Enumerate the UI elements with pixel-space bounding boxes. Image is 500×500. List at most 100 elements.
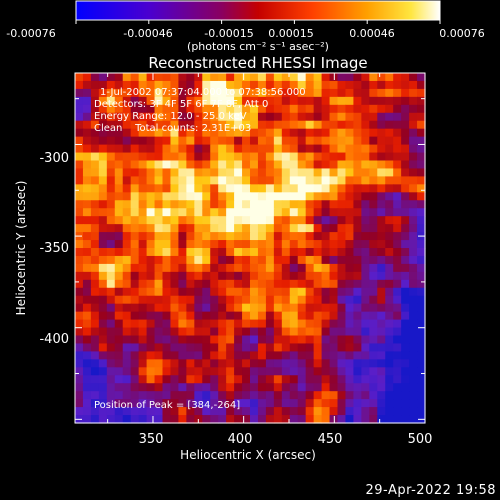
heatmap-cell (345, 335, 354, 345)
heatmap-cell (210, 128, 219, 138)
heatmap-cell (82, 73, 92, 82)
heatmap-cell (281, 152, 291, 162)
heatmap-cell (154, 359, 164, 368)
heatmap-cell (138, 144, 148, 154)
heatmap-cell (242, 184, 251, 193)
heatmap-cell (417, 136, 426, 146)
heatmap-cell (337, 128, 347, 138)
heatmap-cell (186, 295, 195, 305)
heatmap-cell (90, 263, 100, 273)
heatmap-cell (257, 407, 267, 416)
heatmap-cell (297, 335, 307, 345)
heatmap-cell (353, 136, 362, 146)
heatmap-cell (250, 383, 259, 392)
heatmap-cell (361, 375, 370, 384)
heatmap-cell (138, 279, 148, 289)
heatmap-cell (353, 216, 362, 225)
heatmap-cell (218, 224, 227, 233)
heatmap-cell (234, 248, 243, 257)
heatmap-cell (98, 120, 108, 130)
heatmap-cell (313, 152, 323, 162)
heatmap-cell (361, 104, 370, 114)
heatmap-cell (98, 415, 108, 424)
heatmap-cell (321, 224, 331, 233)
heatmap-cell (369, 112, 378, 122)
heatmap-cell (186, 120, 195, 130)
heatmap-cell (401, 96, 410, 106)
heatmap-cell (138, 375, 148, 384)
heatmap-cell (321, 367, 331, 376)
heatmap-cell (409, 255, 418, 265)
heatmap-cell (265, 208, 275, 217)
heatmap-cell (305, 343, 315, 352)
heatmap-cell (337, 216, 347, 225)
heatmap-cell (146, 136, 156, 146)
heatmap-cell (250, 112, 259, 122)
heatmap-cell (329, 263, 339, 273)
heatmap-cell (409, 216, 418, 225)
heatmap-cell (75, 216, 84, 225)
heatmap-cell (122, 383, 132, 392)
heatmap-cell (194, 311, 203, 321)
heatmap-cell (146, 160, 156, 170)
heatmap-cell (186, 327, 195, 337)
heatmap-cell (90, 271, 100, 281)
heatmap-cell (82, 208, 92, 217)
heatmap-cell (90, 367, 100, 376)
heatmap-cell (377, 391, 386, 400)
heatmap-cell (90, 415, 100, 424)
heatmap-cell (154, 192, 164, 201)
heatmap-cell (273, 240, 283, 249)
heatmap-cell (130, 120, 140, 130)
heatmap-cell (297, 351, 307, 360)
heatmap-cell (337, 343, 347, 352)
heatmap-cell (114, 311, 124, 321)
heatmap-cell (417, 73, 426, 82)
heatmap-cell (186, 375, 195, 384)
heatmap-cell (178, 176, 187, 185)
heatmap-cell (162, 295, 172, 305)
heatmap-cell (377, 359, 386, 368)
heatmap-cell (154, 96, 164, 106)
energy-range-label: Energy Range: 12.0 - 25.0 keV (94, 111, 247, 122)
heatmap-cell (90, 311, 100, 321)
heatmap-cell (130, 80, 140, 90)
heatmap-cell (82, 176, 92, 185)
heatmap-cell (401, 88, 410, 98)
heatmap-cell (265, 240, 275, 249)
heatmap-cell (305, 208, 315, 217)
heatmap-cell (297, 248, 307, 257)
heatmap-cell (265, 104, 275, 114)
heatmap-cell (106, 73, 116, 82)
heatmap-cell (242, 232, 251, 241)
heatmap-cell (226, 73, 235, 82)
heatmap-cell (75, 104, 84, 114)
heatmap-cell (242, 359, 251, 368)
heatmap-cell (234, 319, 243, 329)
heatmap-cell (353, 96, 362, 106)
heatmap-cell (353, 73, 362, 82)
heatmap-cell (178, 80, 187, 90)
heatmap-cell (377, 303, 386, 313)
heatmap-cell (361, 216, 370, 225)
heatmap-cell (369, 295, 378, 305)
heatmap-cell (329, 359, 339, 368)
heatmap-cell (146, 391, 156, 400)
heatmap-cell (273, 263, 283, 273)
heatmap-cell (146, 104, 156, 114)
heatmap-cell (170, 391, 179, 400)
heatmap-cell (162, 168, 172, 177)
heatmap-cell (353, 176, 362, 185)
heatmap-cell (90, 399, 100, 408)
heatmap-cell (218, 303, 227, 313)
heatmap-cell (75, 399, 84, 408)
heatmap-cell (281, 184, 291, 193)
heatmap-cell (385, 216, 394, 225)
heatmap-cell (289, 176, 299, 185)
heatmap-cell (210, 240, 219, 249)
heatmap-cell (369, 168, 378, 177)
heatmap-cell (345, 192, 354, 201)
heatmap-cell (337, 144, 347, 154)
heatmap-cell (186, 407, 195, 416)
heatmap-cell (257, 120, 267, 130)
